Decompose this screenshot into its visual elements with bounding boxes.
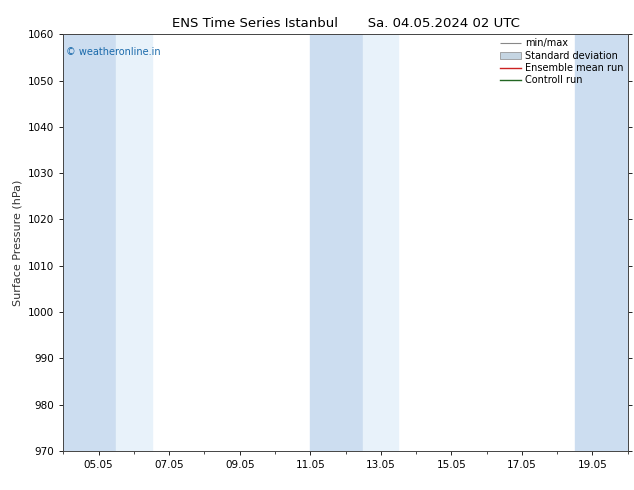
Bar: [575, 34, 628, 451]
Title: ENS Time Series Istanbul       Sa. 04.05.2024 02 UTC: ENS Time Series Istanbul Sa. 04.05.2024 …: [172, 17, 519, 30]
Bar: [63, 34, 116, 451]
Legend: min/max, Standard deviation, Ensemble mean run, Controll run: min/max, Standard deviation, Ensemble me…: [498, 36, 626, 87]
Bar: [363, 34, 398, 451]
Y-axis label: Surface Pressure (hPa): Surface Pressure (hPa): [13, 179, 23, 306]
Text: © weatheronline.in: © weatheronline.in: [66, 47, 161, 57]
Bar: [116, 34, 152, 451]
Bar: [310, 34, 363, 451]
